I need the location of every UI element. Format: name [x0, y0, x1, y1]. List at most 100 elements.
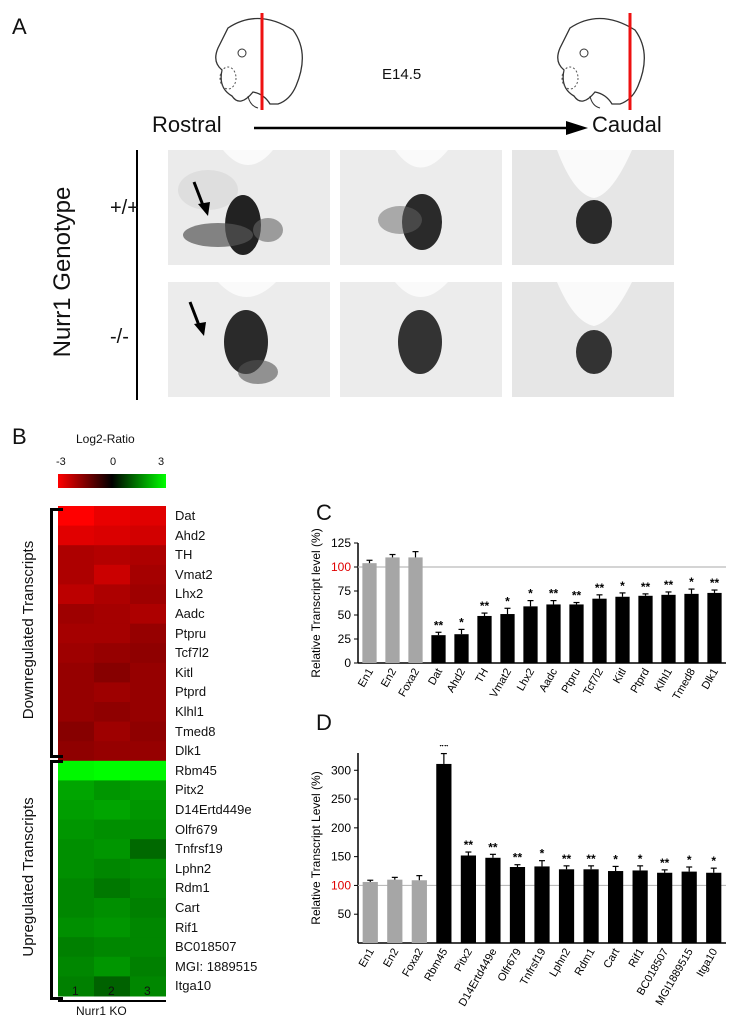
- significance-label: *: [613, 852, 618, 866]
- heatmap-cell: [58, 937, 94, 958]
- y-tick-label: 0: [344, 656, 351, 670]
- x-tick-label: Ptpru: [560, 667, 584, 696]
- heatmap-cell: [130, 917, 166, 938]
- x-tick-label: Ahd2: [445, 667, 468, 695]
- y-tick-label: 300: [331, 763, 351, 777]
- significance-label: **: [664, 578, 674, 592]
- panel-a-letter: A: [12, 14, 27, 39]
- arrow-icon: [192, 181, 210, 216]
- significance-label: **: [710, 576, 720, 590]
- x-tick-label: Rdm1: [573, 947, 598, 978]
- rostral-label: Rostral: [152, 112, 222, 137]
- bar: [436, 763, 452, 943]
- significance-label: **: [439, 745, 449, 754]
- heatmap-cell: [94, 623, 130, 644]
- bar: [408, 557, 423, 663]
- significance-label: **: [572, 589, 582, 603]
- bar: [681, 871, 697, 943]
- section-image-ko-rostral: [168, 282, 330, 397]
- heatmap-cell: [58, 760, 94, 781]
- significance-label: *: [711, 854, 716, 868]
- bar: [657, 872, 673, 943]
- bar: [684, 593, 699, 663]
- heatmap-cell: [58, 604, 94, 625]
- x-tick-label: Kitl: [611, 667, 629, 686]
- bar: [592, 598, 607, 663]
- gene-label: Klhl1: [175, 704, 204, 719]
- heatmap-cell: [94, 643, 130, 664]
- y-axis-label: Relative Transcript level (%): [309, 528, 323, 677]
- significance-label: *: [528, 587, 533, 601]
- section-image-wt-caudal: [512, 150, 674, 265]
- bar: [534, 866, 550, 943]
- heatmap-cell: [94, 956, 130, 977]
- significance-label: *: [505, 594, 510, 608]
- heatmap-cell: [58, 898, 94, 919]
- y-tick-label: 50: [338, 608, 352, 622]
- heatmap-cell: [130, 662, 166, 683]
- y-tick-label: 125: [331, 536, 351, 550]
- heatmap-cell: [94, 545, 130, 566]
- heatmap-cell: [130, 564, 166, 585]
- bar: [500, 614, 515, 663]
- heatmap-cell: [130, 623, 166, 644]
- caudal-label: Caudal: [592, 112, 662, 137]
- bar: [431, 635, 446, 663]
- heatmap-cell: [58, 741, 94, 762]
- heatmap-cell: [58, 976, 94, 997]
- heatmap-cell: [94, 564, 130, 585]
- x-tick-label: Vmat2: [488, 667, 514, 701]
- y-tick-label: 200: [331, 821, 351, 835]
- significance-label: *: [689, 575, 694, 589]
- heatmap-cell: [58, 564, 94, 585]
- heatmap-cell: [94, 506, 130, 527]
- x-tick-label: En2: [379, 667, 399, 690]
- scale-tick-max: 3: [158, 456, 165, 468]
- heatmap-cell: [94, 780, 130, 801]
- section-image-ko-mid: [340, 282, 502, 397]
- heatmap-cell: [94, 937, 130, 958]
- gene-label: Tcf7l2: [175, 645, 209, 661]
- heatmap-cell: [130, 604, 166, 625]
- x-tick-label: Tmed8: [671, 667, 699, 703]
- wt-genotype-label: +/+: [110, 197, 139, 219]
- bar: [583, 869, 599, 943]
- heatmap-cell: [58, 506, 94, 527]
- y-tick-label: 25: [338, 632, 352, 646]
- y-tick-label: 100: [331, 560, 351, 574]
- significance-label: **: [513, 851, 523, 865]
- bar: [362, 881, 378, 943]
- heatmap-cell: [130, 858, 166, 879]
- panel-d-letter: D: [316, 710, 332, 735]
- heatmap-cell: [130, 976, 166, 997]
- heatmap-cell: [94, 525, 130, 546]
- significance-label: *: [638, 852, 643, 866]
- gene-label: Tnfrsf19: [175, 841, 223, 857]
- gene-label: Olfr679: [175, 821, 218, 837]
- significance-label: **: [562, 852, 572, 866]
- gene-label: D14Ertd449e: [175, 802, 252, 817]
- heatmap-cell: [58, 780, 94, 801]
- heatmap-cell: [94, 721, 130, 742]
- gene-label: BC018507: [175, 939, 237, 955]
- bar: [509, 867, 526, 943]
- x-tick-label: Dat: [426, 667, 445, 688]
- bar: [569, 604, 584, 663]
- bar: [485, 857, 501, 943]
- heatmap-cell: [130, 780, 166, 801]
- bar: [385, 557, 400, 663]
- x-tick-label: Pitx2: [452, 947, 475, 974]
- x-tick-label: Aadc: [537, 666, 560, 694]
- x-tick-label: En1: [356, 667, 376, 690]
- bar: [460, 855, 477, 943]
- section-image-ko-caudal: [512, 282, 674, 397]
- heatmap: [58, 506, 166, 997]
- downregulated-bracket: [50, 508, 63, 758]
- significance-label: *: [620, 579, 625, 593]
- y-tick-label: 75: [338, 584, 352, 598]
- x-tick-label: Rbm45: [422, 947, 450, 984]
- gene-label: Aadc: [175, 606, 205, 621]
- gene-label: Itga10: [175, 978, 212, 994]
- gene-label: Ptpru: [175, 625, 207, 641]
- section-image-wt-mid: [340, 150, 502, 265]
